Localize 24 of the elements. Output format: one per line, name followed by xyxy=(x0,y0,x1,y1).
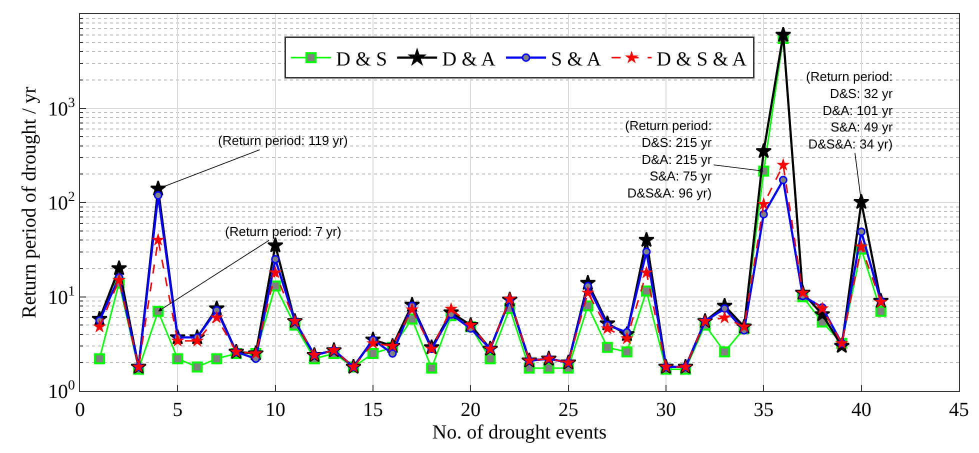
x-tick-label: 20 xyxy=(460,399,481,421)
x-tick-label: 40 xyxy=(851,399,872,421)
annotation: (Return period: 119 yr) xyxy=(218,133,348,148)
x-tick-label: 10 xyxy=(265,399,286,421)
y-tick-label: 10$^{3}$ xyxy=(48,96,75,120)
x-tick-label: 15 xyxy=(363,399,383,421)
x-tick-label: 30 xyxy=(656,399,676,421)
y-tick-label: 10$^{2}$ xyxy=(48,190,75,214)
y-tick-label: 10$^{1}$ xyxy=(48,284,75,309)
y-tick-label: 10$^{0}$ xyxy=(48,378,75,403)
annotation: (Return period: 7 yr) xyxy=(225,224,342,239)
x-tick-label: 45 xyxy=(949,399,969,421)
x-tick-label: 35 xyxy=(754,399,774,421)
annotation: (Return period: D&S: 215 yr D&A: 215 yr S&A: 75 yr D&S&A: 96 yr) xyxy=(625,118,712,201)
x-tick-label: 0 xyxy=(75,399,85,421)
x-tick-label: 5 xyxy=(172,399,183,421)
legend-label: D & A xyxy=(442,48,496,70)
annotation: (Return period: D&S: 32 yr D&A: 101 yr S&A: 49 yr D&S&A: 34 yr) xyxy=(806,69,894,152)
x-axis-title: No. of drought events xyxy=(432,422,607,444)
y-axis-title: Return period of drought / yr xyxy=(18,86,40,318)
x-tick-label: 25 xyxy=(558,399,578,421)
legend-label: D & S xyxy=(336,48,388,70)
legend-label: S & A xyxy=(551,48,602,70)
legend-label: D & S & A xyxy=(656,48,748,70)
